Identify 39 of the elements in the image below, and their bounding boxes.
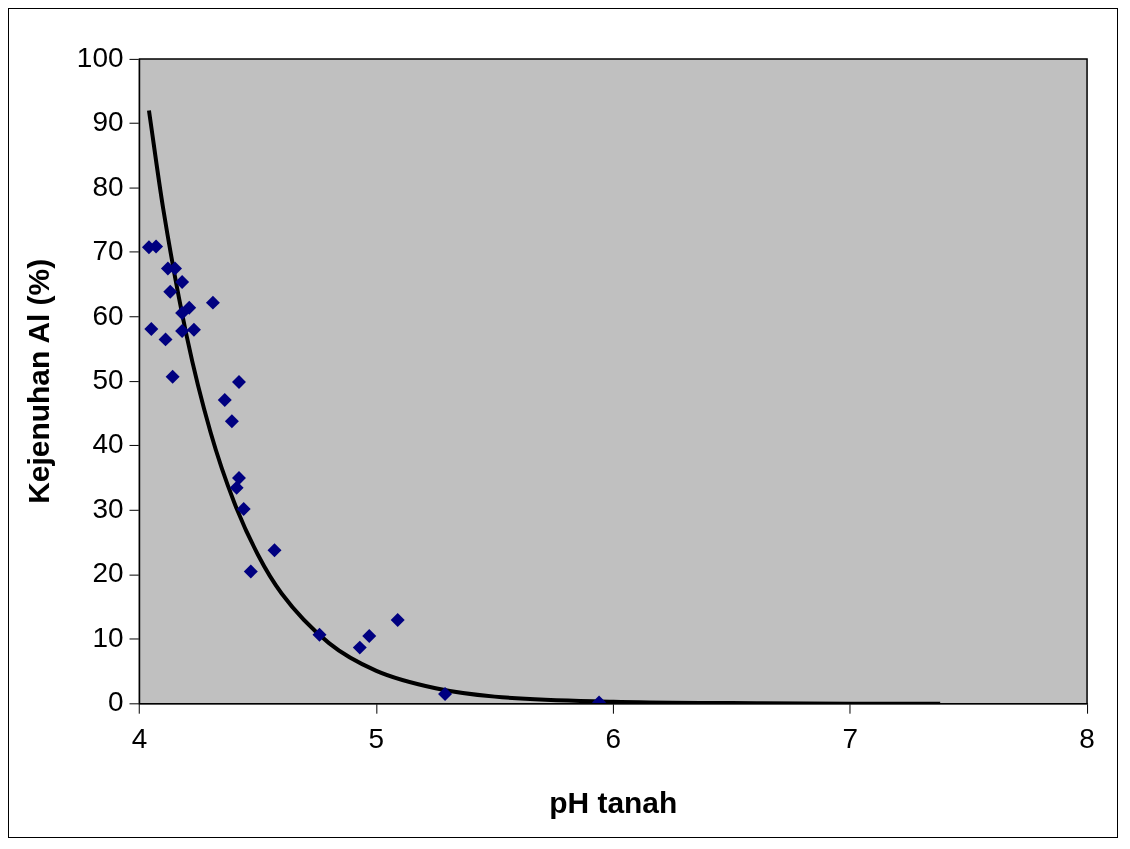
y-tick-label: 90 [92,106,124,138]
y-tick-label: 70 [92,235,124,267]
y-tick-label: 0 [107,686,124,718]
point [243,564,258,579]
point [438,687,453,702]
point [312,627,327,642]
point [362,629,377,643]
x-tick-label: 6 [605,723,622,755]
point [236,502,251,516]
point [231,374,246,389]
point [205,295,220,310]
y-tick-label: 20 [92,557,124,589]
point [182,300,197,315]
point [144,322,159,337]
point [186,322,201,337]
point [165,369,180,384]
point [229,480,244,495]
y-tick-label: 40 [92,428,124,460]
point [390,612,405,627]
point [163,284,178,299]
y-tick-label: 30 [92,492,124,524]
point [224,414,239,429]
point [175,275,190,289]
point [217,393,232,407]
point [158,332,173,347]
y-tick-label: 60 [92,299,124,331]
x-tick-label: 4 [131,723,148,755]
y-axis-title: Kejenuhan Al (%) [22,258,56,504]
y-tick-label: 80 [92,170,124,202]
x-tick-label: 5 [368,723,385,755]
point [267,543,282,558]
x-axis-title: pH tanah [549,786,678,820]
x-tick-label: 7 [842,723,858,755]
y-tick-label: 10 [92,621,124,653]
y-tick-label: 50 [92,364,124,395]
y-tick-label: 100 [76,41,124,73]
point [352,640,367,655]
point [175,324,190,338]
x-tick-label: 8 [1079,723,1095,755]
